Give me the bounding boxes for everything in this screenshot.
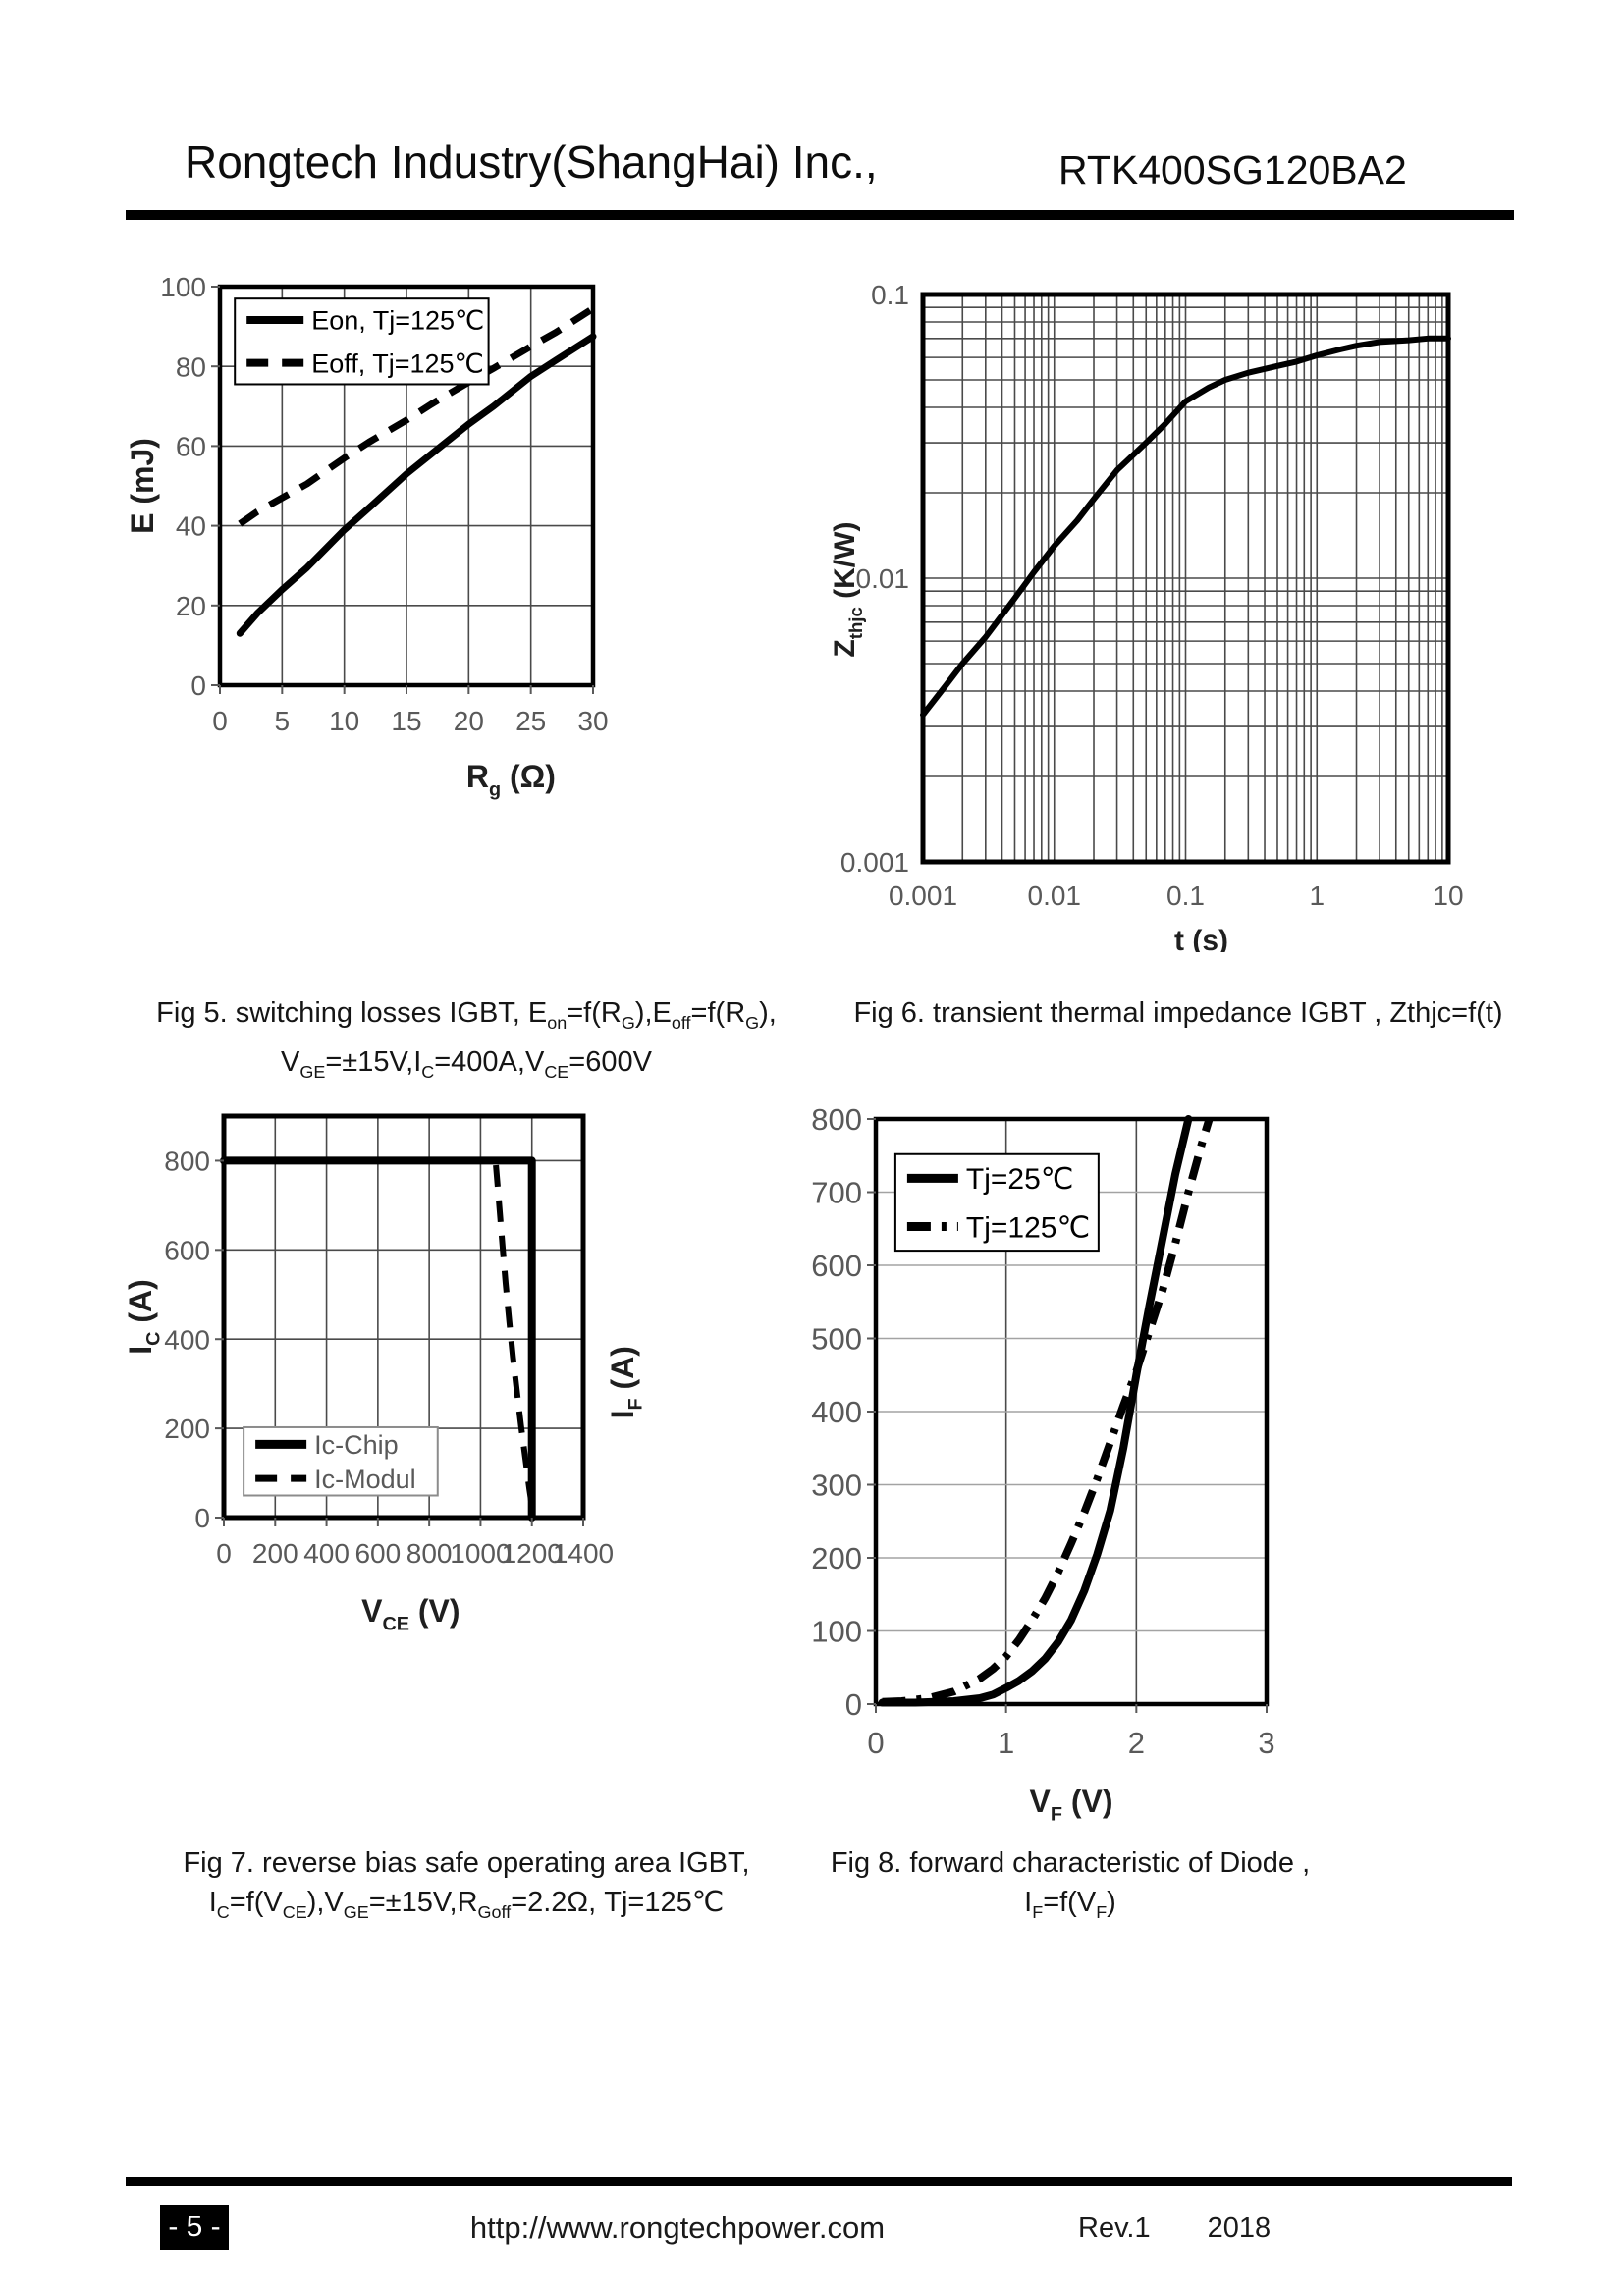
svg-text:VF (V): VF (V) bbox=[1029, 1784, 1112, 1824]
svg-text:40: 40 bbox=[176, 511, 206, 542]
svg-text:Ic-Chip: Ic-Chip bbox=[314, 1430, 399, 1460]
svg-text:0.01: 0.01 bbox=[856, 563, 910, 594]
fig8-caption: Fig 8. forward characteristic of Diode ,… bbox=[766, 1843, 1375, 1932]
svg-text:800: 800 bbox=[811, 1102, 862, 1137]
svg-text:10: 10 bbox=[329, 706, 359, 736]
svg-text:3: 3 bbox=[1258, 1726, 1274, 1760]
svg-text:1: 1 bbox=[1309, 881, 1325, 911]
svg-text:20: 20 bbox=[454, 706, 484, 736]
revision-year: 2018 bbox=[1207, 2213, 1272, 2244]
svg-text:Rg (Ω): Rg (Ω) bbox=[466, 759, 556, 800]
svg-text:200: 200 bbox=[164, 1414, 210, 1444]
page-number: - 5 - bbox=[168, 2211, 221, 2243]
svg-text:600: 600 bbox=[811, 1249, 862, 1283]
fig8-diode-forward-chart: 0 1 2 3 0 100 200 300 400 500 600 700 800 VF (V) IF (A… bbox=[605, 1102, 1275, 1824]
svg-text:0.001: 0.001 bbox=[889, 881, 957, 911]
svg-text:1400: 1400 bbox=[553, 1538, 614, 1569]
svg-text:0: 0 bbox=[212, 706, 228, 736]
svg-text:Eoff, Tj=125℃: Eoff, Tj=125℃ bbox=[311, 348, 484, 378]
fig6-thermal-impedance-chart: 0.001 0.01 0.1 1 10 0.001 0.01 0.1 t (s) Zthjc (K… bbox=[829, 280, 1464, 952]
fig5-switching-losses-chart: 0 5 10 15 20 25 30 0 20 40 60 80 100 Rg (Ω) E (mJ) Eon,… bbox=[128, 272, 609, 800]
company-name: Rongtech Industry(ShangHai) Inc., bbox=[185, 136, 878, 187]
svg-text:t (s): t (s) bbox=[1174, 925, 1228, 952]
svg-text:100: 100 bbox=[811, 1615, 862, 1649]
fig7-rbsoa-chart: 0 200 400 600 8001000120014000200400600800VC… bbox=[128, 1113, 614, 1635]
svg-text:Ic-Modul: Ic-Modul bbox=[314, 1465, 416, 1494]
svg-text:Eon, Tj=125℃: Eon, Tj=125℃ bbox=[311, 306, 484, 336]
footer-revision: Rev.1 2018 bbox=[1078, 2213, 1271, 2245]
fig8-caption-line1: Fig 8. forward characteristic of Diode , bbox=[830, 1847, 1311, 1879]
svg-text:400: 400 bbox=[164, 1324, 210, 1355]
svg-text:1000: 1000 bbox=[450, 1538, 511, 1569]
svg-text:1: 1 bbox=[998, 1726, 1014, 1760]
footer-url: http://www.rongtechpower.com bbox=[469, 2211, 886, 2245]
fig7-caption-line1: Fig 7. reverse bias safe operating area … bbox=[183, 1847, 750, 1879]
fig8-caption-line2: IF=f(VF) bbox=[1024, 1887, 1116, 1922]
svg-text:Zthjc (K/W): Zthjc (K/W) bbox=[829, 522, 866, 658]
svg-text:200: 200 bbox=[811, 1541, 862, 1575]
svg-text:500: 500 bbox=[811, 1322, 862, 1357]
fig7-caption-line2: IC=f(VCE),VGE=±15V,RGoff=2.2Ω, Tj=125℃ bbox=[208, 1887, 725, 1922]
svg-text:60: 60 bbox=[176, 431, 206, 461]
svg-text:0: 0 bbox=[190, 670, 206, 701]
svg-text:0: 0 bbox=[216, 1538, 232, 1569]
svg-text:0: 0 bbox=[845, 1687, 862, 1722]
footer-rule bbox=[126, 2177, 1512, 2186]
fig5-caption-line1: Fig 5. switching losses IGBT, Eon=f(RG),… bbox=[156, 997, 777, 1033]
svg-text:0.1: 0.1 bbox=[871, 280, 909, 310]
svg-text:2: 2 bbox=[1128, 1726, 1145, 1760]
svg-text:800: 800 bbox=[406, 1538, 453, 1569]
fig5-caption: Fig 5. switching losses IGBT, Eon=f(RG),… bbox=[128, 993, 805, 1092]
svg-text:600: 600 bbox=[164, 1235, 210, 1265]
header-rule bbox=[126, 210, 1514, 220]
svg-text:IC (A): IC (A) bbox=[128, 1279, 165, 1355]
svg-text:600: 600 bbox=[354, 1538, 401, 1569]
svg-text:IF (A): IF (A) bbox=[605, 1346, 647, 1418]
svg-text:15: 15 bbox=[391, 706, 421, 736]
svg-text:400: 400 bbox=[811, 1395, 862, 1429]
revision-label: Rev.1 bbox=[1078, 2213, 1151, 2244]
svg-text:80: 80 bbox=[176, 351, 206, 382]
svg-text:200: 200 bbox=[252, 1538, 298, 1569]
svg-text:300: 300 bbox=[811, 1468, 862, 1503]
svg-text:0.01: 0.01 bbox=[1028, 881, 1082, 911]
fig6-caption: Fig 6. transient thermal impedance IGBT … bbox=[835, 993, 1522, 1033]
svg-text:VCE (V): VCE (V) bbox=[361, 1593, 460, 1635]
svg-text:5: 5 bbox=[275, 706, 291, 736]
svg-text:Tj=25℃: Tj=25℃ bbox=[966, 1163, 1074, 1196]
page-number-badge: - 5 - bbox=[160, 2205, 229, 2250]
fig7-caption: Fig 7. reverse bias safe operating area … bbox=[128, 1843, 805, 1932]
fig6-caption-line1: Fig 6. transient thermal impedance IGBT … bbox=[853, 997, 1503, 1029]
svg-text:0.1: 0.1 bbox=[1166, 881, 1205, 911]
svg-text:800: 800 bbox=[164, 1147, 210, 1177]
svg-text:0: 0 bbox=[194, 1503, 210, 1533]
svg-text:Tj=125℃: Tj=125℃ bbox=[966, 1211, 1090, 1244]
svg-text:0.001: 0.001 bbox=[840, 847, 909, 878]
svg-text:30: 30 bbox=[577, 706, 608, 736]
svg-text:1200: 1200 bbox=[502, 1538, 563, 1569]
svg-text:700: 700 bbox=[811, 1176, 862, 1210]
svg-text:400: 400 bbox=[303, 1538, 350, 1569]
fig5-caption-line2: VGE=±15V,IC=400A,VCE=600V bbox=[281, 1045, 652, 1082]
svg-text:20: 20 bbox=[176, 591, 206, 621]
svg-text:10: 10 bbox=[1433, 881, 1463, 911]
svg-text:25: 25 bbox=[515, 706, 546, 736]
svg-text:0: 0 bbox=[867, 1726, 884, 1760]
svg-text:E (mJ): E (mJ) bbox=[128, 438, 160, 534]
svg-text:100: 100 bbox=[160, 272, 206, 302]
part-number: RTK400SG120BA2 bbox=[1058, 147, 1407, 192]
